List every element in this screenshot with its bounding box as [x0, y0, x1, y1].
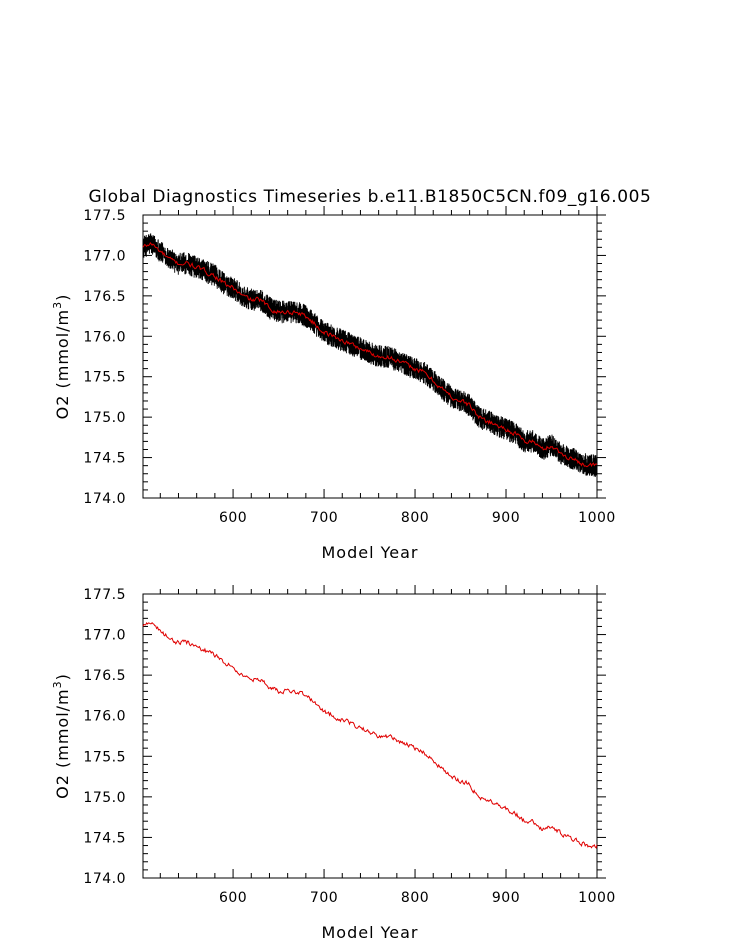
- y-axis-label-superscript: 3: [51, 680, 64, 688]
- y-tick-label: 177.5: [83, 208, 126, 224]
- y-tick-label: 174.5: [83, 830, 126, 846]
- y-tick-label: 175.5: [83, 749, 126, 765]
- y-tick-label: 176.5: [83, 668, 126, 684]
- y-tick-label: 175.0: [83, 790, 126, 806]
- chart-title: Global Diagnostics Timeseries b.e11.B185…: [89, 187, 652, 207]
- y-axis-label-close: ): [53, 294, 72, 301]
- x-tick-label: 700: [310, 890, 338, 906]
- top-panel: 600 700 800 900 1000 174.0 174.5 175.0 175.5 176.…: [51, 206, 616, 562]
- y-axis-label-text: O2 (mmol/m: [53, 688, 72, 798]
- series-line-annual-mean: [142, 621, 598, 849]
- x-tick-label: 800: [401, 890, 429, 906]
- x-axis-label: Model Year: [322, 923, 419, 942]
- x-tick-label: 600: [219, 510, 247, 526]
- y-tick-label: 177.5: [83, 587, 126, 603]
- series-line-monthly: [142, 233, 598, 477]
- y-axis-label-close: ): [53, 673, 72, 680]
- x-tick-label: 800: [401, 510, 429, 526]
- series-line-annual-mean: [142, 241, 598, 468]
- x-tick-label: 1000: [578, 510, 616, 526]
- x-tick-label: 900: [492, 890, 520, 906]
- y-tick-label: 176.0: [83, 329, 126, 345]
- y-axis-label: O2 (mmol/m3): [51, 294, 72, 420]
- plot-frame: [142, 593, 598, 879]
- y-tick-label: 174.5: [83, 451, 126, 467]
- bottom-panel: 600 700 800 900 1000 174.0 174.5 175.0 175.5 176.…: [51, 585, 616, 942]
- y-tick-label: 174.0: [83, 871, 126, 887]
- y-axis-label-superscript: 3: [51, 301, 64, 309]
- y-axis-label: O2 (mmol/m3): [51, 673, 72, 799]
- x-tick-label: 1000: [578, 890, 616, 906]
- y-axis-label-text: O2 (mmol/m: [53, 309, 72, 419]
- y-tick-label: 176.0: [83, 709, 126, 725]
- x-axis-label: Model Year: [322, 543, 419, 562]
- y-tick-label: 175.5: [83, 370, 126, 386]
- y-tick-label: 176.5: [83, 289, 126, 305]
- y-tick-label: 177.0: [83, 248, 126, 264]
- y-tick-label: 174.0: [83, 491, 126, 507]
- plot-frame: [142, 214, 598, 499]
- x-tick-label: 900: [492, 510, 520, 526]
- y-tick-label: 177.0: [83, 628, 126, 644]
- y-tick-label: 175.0: [83, 410, 126, 426]
- x-tick-label: 700: [310, 510, 338, 526]
- x-tick-label: 600: [219, 890, 247, 906]
